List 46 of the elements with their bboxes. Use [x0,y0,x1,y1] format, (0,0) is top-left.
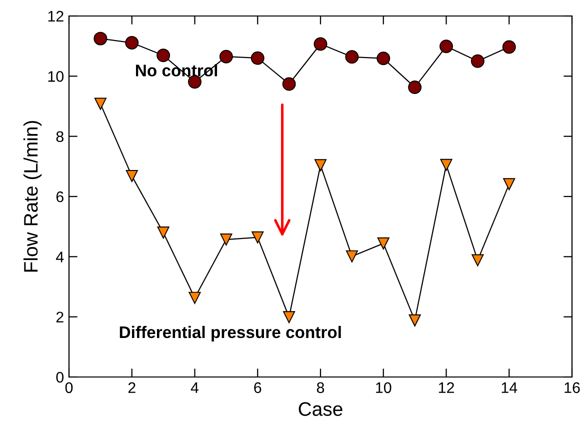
annotation: Differential pressure control [120,326,341,342]
point [220,233,232,246]
y-tick-label: 12 [48,10,64,22]
point [503,178,516,190]
point [283,311,296,324]
point [188,292,201,304]
point [314,159,327,172]
point [219,50,233,64]
x-tick-label: 12 [438,382,454,393]
point [282,77,296,91]
point [502,40,516,54]
point [408,80,422,94]
point [157,226,170,239]
x-tick-label: 8 [316,382,324,394]
point [376,52,390,66]
point [408,314,421,326]
y-tick-label: 2 [56,312,64,322]
point [377,237,390,250]
point [94,32,108,46]
x-tick-label: 10 [376,382,392,394]
point [345,50,359,64]
x-tick-label: 14 [502,382,518,393]
x-axis-title: Case [298,402,342,416]
y-tick-label: 6 [56,191,64,202]
point [250,51,264,65]
x-tick-label: 2 [128,382,136,393]
y-axis-title: Flow Rate (L/min) [23,120,42,272]
x-tick-label: 6 [254,382,262,394]
point [125,36,139,50]
y-tick-label: 8 [56,131,64,142]
point [314,37,328,51]
point [440,158,452,171]
y-tick-label: 4 [56,252,64,262]
point [440,40,453,54]
x-tick-label: 4 [190,382,199,393]
point [156,48,170,62]
point [472,254,484,266]
y-tick-label: 10 [48,71,64,82]
point [470,54,484,68]
x-tick-label: 16 [564,382,580,394]
point [252,231,264,244]
y-tick-label: 0 [56,372,64,383]
point [346,250,358,262]
x-tick-label: 0 [65,382,73,394]
point [126,170,138,182]
point [94,98,106,110]
